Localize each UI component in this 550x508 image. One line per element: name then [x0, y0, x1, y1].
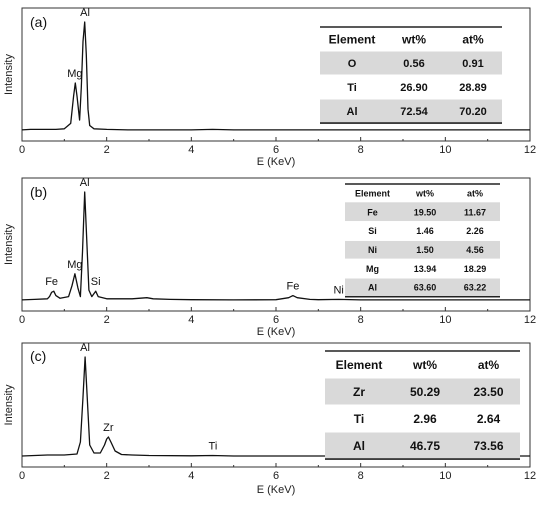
table-cell: Ti	[347, 82, 357, 94]
table-header-cell: Element	[329, 32, 376, 46]
table-row-shade	[320, 51, 502, 75]
table-cell: 18.29	[464, 264, 487, 274]
table-cell: Al	[353, 439, 365, 453]
x-tick-label: 2	[104, 314, 110, 326]
table-header-cell: Element	[336, 358, 383, 372]
table-cell: Ti	[354, 412, 364, 426]
x-tick-label: 12	[524, 144, 536, 156]
table-cell: Fe	[367, 207, 378, 217]
table-cell: 63.60	[414, 283, 437, 293]
table-row-shade	[345, 203, 500, 222]
x-tick-label: 6	[273, 470, 279, 482]
table-row-shade	[345, 278, 500, 297]
table-header-cell: Element	[355, 189, 390, 199]
x-tick-label: 2	[104, 470, 110, 482]
peak-label: Al	[80, 7, 90, 19]
table-cell: 1.50	[416, 245, 434, 255]
x-axis-title: E (KeV)	[257, 484, 296, 496]
table-row-shade	[325, 378, 520, 405]
table-cell: 46.75	[410, 439, 440, 453]
peak-label: Mg	[67, 68, 82, 80]
peak-label: Al	[80, 342, 90, 354]
table-cell: Al	[368, 283, 377, 293]
table-header-cell: wt%	[401, 32, 426, 46]
table-cell: Si	[368, 226, 377, 236]
x-tick-label: 6	[273, 144, 279, 156]
peak-label: Fe	[287, 281, 300, 293]
table-cell: 1.46	[416, 226, 434, 236]
y-axis-title: Intensity	[3, 384, 15, 425]
eds-panel: 0 2 4 6 8 10 12E (KeV)Intensity(c) AlZrTiElemen…	[3, 342, 536, 496]
x-tick-label: 10	[439, 314, 451, 326]
y-axis-title: Intensity	[3, 54, 15, 95]
y-axis-title: Intensity	[3, 224, 15, 265]
composition-table: Element wt% at% O 0.56 0.91 Ti 26.90 28.89 Al 72.5…	[320, 26, 502, 124]
table-cell: 4.56	[466, 245, 484, 255]
table-cell: 28.89	[459, 82, 487, 94]
peak-label: Si	[91, 276, 101, 288]
x-tick-label: 4	[188, 144, 194, 156]
x-tick-label: 10	[439, 470, 451, 482]
x-tick-label: 0	[19, 470, 25, 482]
table-row-shade	[325, 432, 520, 459]
table-cell: Ni	[368, 245, 377, 255]
spectrum-line	[21, 21, 530, 131]
table-cell: Mg	[366, 264, 379, 274]
table-cell: 50.29	[410, 385, 440, 399]
table-cell: O	[348, 58, 357, 70]
table-cell: 2.96	[413, 412, 437, 426]
panel-label: (a)	[30, 14, 47, 30]
table-row-shade	[345, 240, 500, 259]
x-axis-title: E (KeV)	[257, 156, 296, 168]
table-cell: 2.64	[477, 412, 501, 426]
peak-label: Fe	[45, 276, 58, 288]
x-tick-label: 4	[188, 314, 194, 326]
table-header-cell: wt%	[415, 189, 434, 199]
x-tick-label: 6	[273, 314, 279, 326]
eds-panel: 0 2 4 6 8 10 12 E (KeV) Intensity (b) Fe Mg Al Si Fe Ni…	[3, 177, 536, 338]
x-tick-label: 4	[188, 470, 194, 482]
table-cell: 26.90	[400, 82, 428, 94]
panel-label: (b)	[30, 184, 47, 200]
table-cell: 13.94	[414, 264, 437, 274]
eds-panel: 0 2 4 6 8 10 12 E (KeV) Intensity (a) Mg Al Element w…	[3, 7, 536, 168]
table-header-cell: at%	[462, 32, 484, 46]
table-header-cell: wt%	[412, 358, 437, 372]
composition-table: Element wt% at% Fe 19.50 11.67 Si 1.46 2.26 Ni 1.5…	[345, 183, 500, 298]
table-cell: 72.54	[400, 106, 428, 118]
x-tick-label: 12	[524, 314, 536, 326]
x-tick-label: 2	[104, 144, 110, 156]
table-cell: 0.56	[403, 58, 424, 70]
table-cell: 23.50	[473, 385, 503, 399]
table-cell: 19.50	[414, 207, 437, 217]
x-tick-label: 8	[358, 144, 364, 156]
x-tick-label: 12	[524, 470, 536, 482]
x-tick-label: 8	[358, 314, 364, 326]
peak-label: Al	[80, 177, 90, 189]
table-header-cell: at%	[467, 189, 483, 199]
x-axis-title: E (KeV)	[257, 326, 296, 338]
table-row-shade	[320, 99, 502, 123]
panel-label: (c)	[30, 348, 46, 364]
x-tick-label: 8	[358, 470, 364, 482]
table-cell: 63.22	[464, 283, 487, 293]
table-cell: Al	[347, 106, 358, 118]
table-cell: 0.91	[462, 58, 483, 70]
x-tick-label: 0	[19, 144, 25, 156]
table-cell: 11.67	[464, 207, 486, 217]
table-cell: 70.20	[459, 106, 487, 118]
table-cell: 2.26	[466, 226, 484, 236]
x-tick-label: 0	[19, 314, 25, 326]
composition-table: Element wt% at% Zr 50.29 23.50 Ti 2.96 2.64 Al 46.…	[325, 350, 520, 460]
peak-label: Mg	[67, 259, 82, 271]
table-header-cell: at%	[478, 358, 500, 372]
peak-label: Zr	[103, 422, 114, 434]
x-tick-label: 10	[439, 144, 451, 156]
table-cell: 73.56	[473, 439, 503, 453]
spectrum-line	[21, 191, 530, 301]
peak-label: Ti	[209, 441, 218, 453]
table-cell: Zr	[353, 385, 365, 399]
peak-label: Ni	[333, 284, 343, 296]
